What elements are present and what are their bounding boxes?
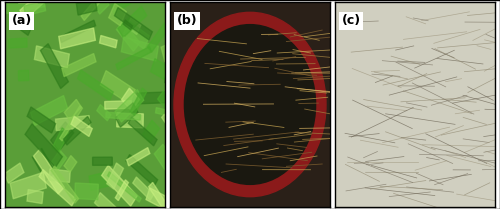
Bar — [128, 55, 143, 69]
Text: (c): (c) — [342, 14, 360, 27]
Bar — [10, 116, 34, 136]
Bar — [102, 139, 141, 162]
Bar — [0, 29, 16, 57]
Bar — [120, 79, 158, 93]
Bar — [118, 96, 132, 115]
Bar — [124, 132, 164, 162]
Bar — [18, 6, 49, 48]
Bar — [112, 66, 150, 73]
Bar — [63, 34, 75, 45]
Bar — [151, 60, 172, 89]
Bar — [23, 190, 46, 209]
Bar — [46, 177, 63, 198]
Bar — [21, 4, 52, 38]
Bar — [89, 141, 110, 169]
Bar — [13, 154, 29, 171]
Bar — [149, 0, 174, 25]
Bar — [19, 123, 41, 129]
Bar — [64, 82, 76, 102]
Bar — [131, 150, 150, 163]
Bar — [35, 60, 64, 84]
Bar — [21, 41, 58, 67]
Bar — [90, 57, 104, 76]
Bar — [11, 22, 36, 62]
Bar — [109, 20, 129, 46]
Bar — [78, 111, 104, 131]
Bar — [74, 0, 98, 16]
Bar — [158, 53, 192, 70]
Bar — [10, 6, 28, 15]
Bar — [144, 36, 158, 56]
Bar — [40, 20, 57, 33]
Bar — [156, 138, 178, 161]
Bar — [78, 121, 95, 144]
Text: (b): (b) — [176, 14, 197, 27]
Bar — [74, 5, 108, 23]
Bar — [95, 100, 124, 132]
Bar — [134, 154, 156, 174]
Bar — [74, 56, 104, 83]
Bar — [62, 50, 79, 76]
Bar — [26, 176, 48, 205]
Bar — [32, 112, 72, 133]
Text: (a): (a) — [12, 14, 32, 27]
Bar — [96, 161, 106, 178]
Bar — [60, 165, 86, 178]
Bar — [120, 0, 153, 13]
Bar — [82, 162, 111, 202]
Bar — [10, 80, 30, 108]
Bar — [154, 72, 190, 89]
Bar — [116, 90, 131, 106]
Bar — [114, 47, 152, 73]
Bar — [148, 24, 177, 42]
Bar — [133, 140, 148, 158]
Bar — [61, 31, 90, 75]
Bar — [124, 18, 156, 41]
Bar — [163, 172, 185, 184]
Bar — [90, 132, 110, 156]
Bar — [145, 96, 164, 131]
Ellipse shape — [184, 25, 316, 184]
Bar — [113, 100, 132, 116]
Bar — [144, 98, 159, 117]
Bar — [58, 140, 97, 165]
Bar — [76, 55, 104, 71]
Bar — [133, 37, 149, 57]
Ellipse shape — [174, 12, 326, 197]
Bar — [10, 1, 23, 18]
Bar — [156, 71, 182, 96]
Bar — [45, 0, 74, 8]
Bar — [0, 35, 25, 75]
Bar — [24, 154, 50, 199]
Bar — [106, 70, 138, 93]
Bar — [58, 31, 80, 51]
Bar — [66, 0, 84, 2]
Bar — [107, 74, 134, 90]
Bar — [12, 0, 44, 28]
Bar — [107, 114, 142, 130]
Bar — [56, 144, 90, 185]
Bar — [109, 160, 128, 177]
Bar — [105, 77, 126, 102]
Bar — [44, 186, 56, 203]
Bar — [153, 159, 179, 169]
Bar — [16, 0, 37, 8]
Bar — [48, 166, 58, 174]
Bar — [119, 28, 142, 53]
Bar — [94, 165, 112, 184]
